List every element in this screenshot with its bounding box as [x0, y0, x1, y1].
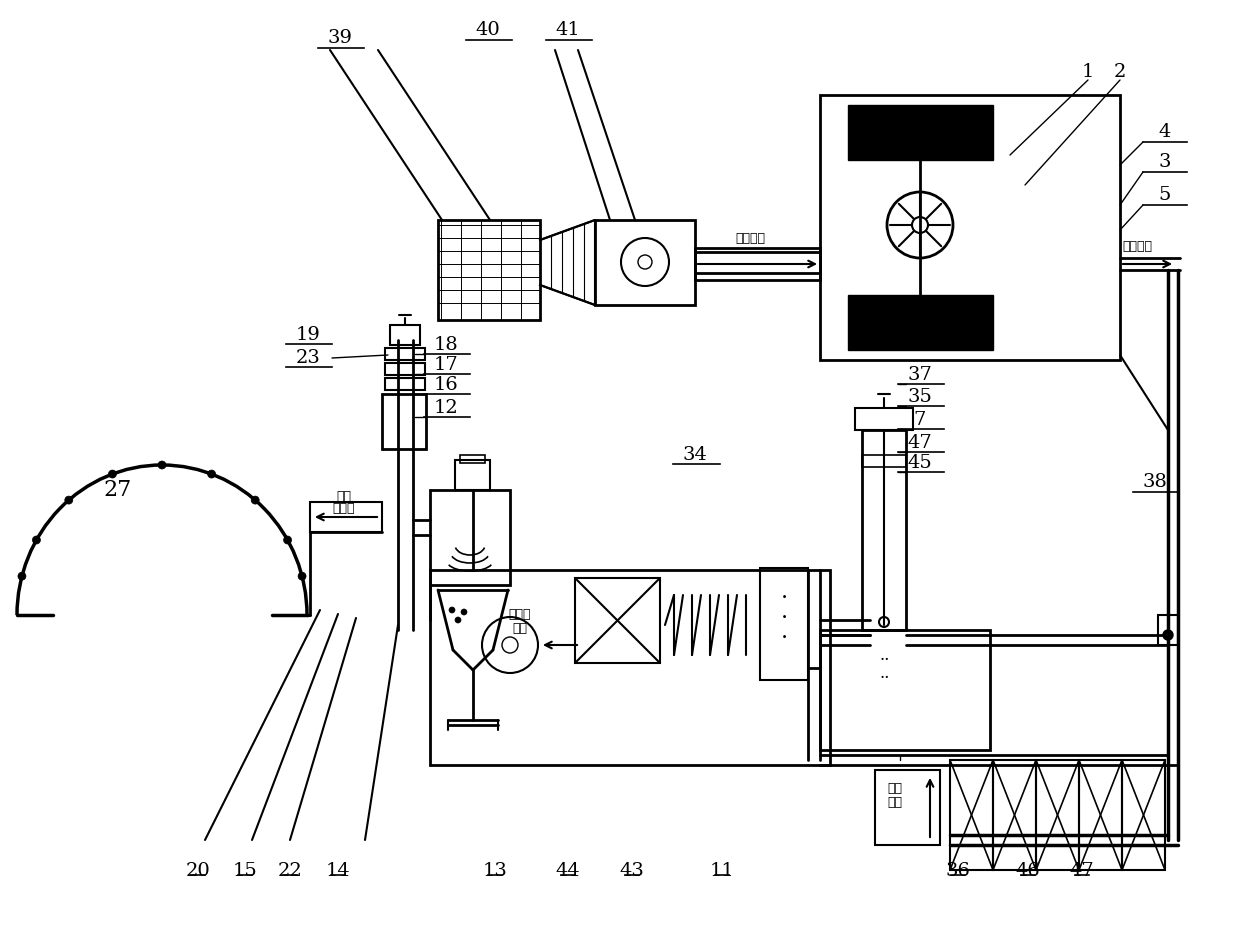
Text: 19: 19 [295, 326, 320, 344]
Text: 27: 27 [104, 479, 133, 501]
Circle shape [108, 470, 117, 478]
Circle shape [32, 536, 41, 544]
Bar [760, 568, 808, 680]
Bar [384, 378, 425, 390]
Text: 34: 34 [682, 446, 708, 464]
Text: 37: 37 [908, 366, 932, 384]
Text: 14: 14 [326, 862, 351, 880]
Bar [694, 248, 820, 280]
Text: 处理后: 处理后 [508, 608, 531, 621]
Circle shape [461, 609, 467, 615]
Bar [875, 770, 940, 845]
Circle shape [449, 607, 455, 613]
Text: 15: 15 [233, 862, 258, 880]
Text: 7: 7 [914, 411, 926, 429]
Circle shape [887, 192, 954, 258]
Bar [391, 325, 420, 345]
Text: 47: 47 [908, 434, 932, 452]
Circle shape [621, 238, 670, 286]
Bar [430, 490, 510, 585]
Bar [384, 363, 425, 375]
Text: 36: 36 [946, 862, 971, 880]
Circle shape [911, 217, 928, 233]
Text: 20: 20 [186, 862, 211, 880]
Bar [595, 220, 694, 305]
Bar [820, 630, 990, 750]
Text: 送往: 送往 [336, 489, 351, 502]
Bar [862, 455, 906, 467]
Circle shape [17, 573, 26, 580]
Text: 35: 35 [908, 388, 932, 406]
Circle shape [455, 617, 461, 623]
Circle shape [157, 461, 166, 469]
Circle shape [879, 617, 889, 627]
Bar [384, 348, 425, 360]
Circle shape [252, 496, 259, 504]
Bar [310, 502, 382, 532]
Text: 3: 3 [1158, 153, 1172, 171]
Bar [460, 455, 485, 463]
Circle shape [64, 496, 73, 504]
Bar [575, 578, 660, 663]
Circle shape [298, 573, 306, 580]
Text: 44: 44 [556, 862, 580, 880]
Text: 氧气: 氧气 [887, 796, 901, 809]
Text: ··: ·· [879, 670, 890, 686]
Text: 22: 22 [278, 862, 303, 880]
Text: 4: 4 [1159, 123, 1172, 141]
Bar [438, 220, 539, 320]
Text: 12: 12 [434, 399, 459, 417]
Text: 41: 41 [556, 21, 580, 39]
Text: ·: · [780, 627, 787, 649]
Bar [455, 460, 490, 490]
Text: 23: 23 [295, 349, 320, 367]
Text: ··: ·· [879, 652, 890, 669]
Text: 室内空气: 室内空气 [735, 232, 765, 245]
Bar [848, 295, 993, 350]
Text: 43: 43 [620, 862, 645, 880]
Bar [848, 105, 993, 160]
Text: 17: 17 [434, 356, 459, 374]
Bar [430, 570, 830, 765]
Bar [820, 95, 1120, 360]
Text: 46: 46 [1016, 862, 1040, 880]
Bar [1158, 615, 1178, 645]
Text: 补充: 补充 [887, 782, 901, 795]
Text: ·: · [780, 607, 787, 629]
Text: 38: 38 [1142, 473, 1167, 491]
Bar [862, 430, 906, 630]
Circle shape [284, 536, 291, 544]
Circle shape [1163, 630, 1173, 640]
Text: 1: 1 [1081, 63, 1094, 81]
Text: 40: 40 [476, 21, 501, 39]
Text: 2: 2 [1114, 63, 1126, 81]
Bar [382, 394, 427, 449]
Text: 39: 39 [327, 29, 352, 47]
Text: 16: 16 [434, 376, 459, 394]
Circle shape [207, 470, 216, 478]
Text: 净化空气: 净化空气 [1122, 240, 1152, 253]
Text: 18: 18 [434, 336, 459, 354]
Text: 11: 11 [709, 862, 734, 880]
Text: ·: · [780, 587, 787, 609]
Bar [856, 408, 913, 430]
Text: 45: 45 [908, 454, 932, 472]
Circle shape [482, 617, 538, 673]
Text: 空气: 空气 [512, 621, 527, 634]
Text: 出风口: 出风口 [332, 502, 355, 515]
Text: 5: 5 [1159, 186, 1172, 204]
Text: 47: 47 [1070, 862, 1095, 880]
Text: 13: 13 [482, 862, 507, 880]
